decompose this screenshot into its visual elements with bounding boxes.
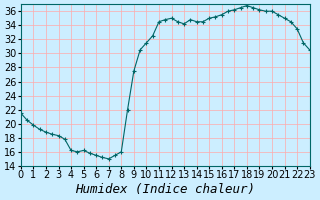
- X-axis label: Humidex (Indice chaleur): Humidex (Indice chaleur): [75, 183, 255, 196]
